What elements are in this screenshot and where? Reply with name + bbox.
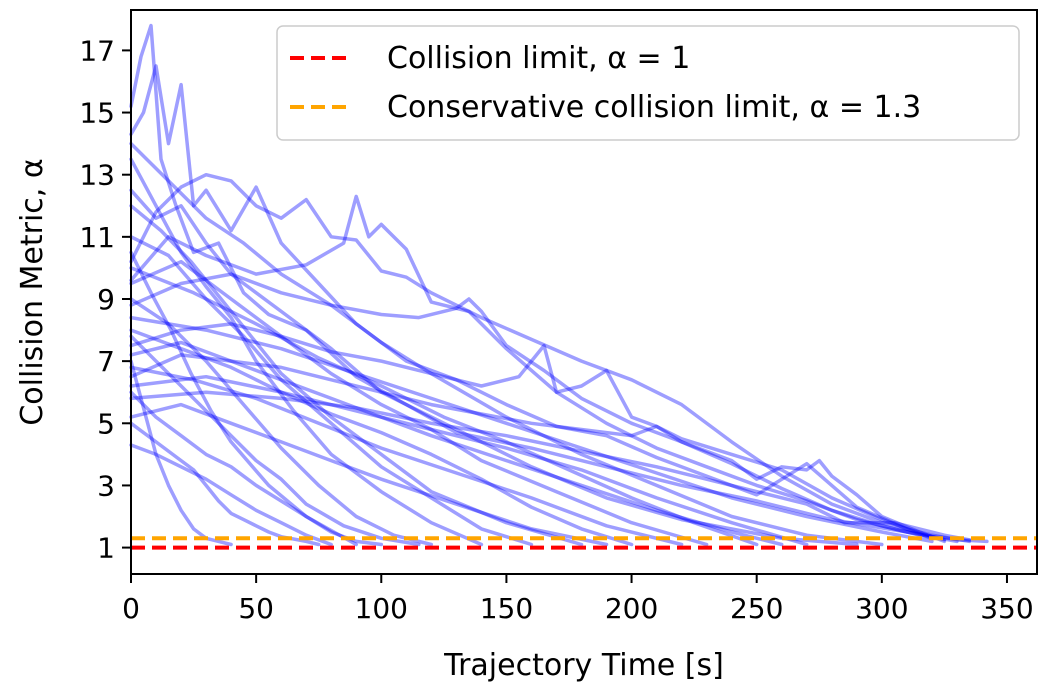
trajectory-line-13 [129,297,434,547]
trajectory-line-11 [129,443,333,547]
trajectory-line-22 [129,402,609,547]
y-tick-label: 7 [97,345,115,378]
x-tick-label: 100 [355,592,408,625]
legend: Collision limit, α = 1 Conservative coll… [276,25,1020,141]
trajectory-line-7 [129,353,947,544]
x-tick-label: 350 [980,592,1033,625]
trajectory-line-24 [129,365,684,547]
trajectory-line-20 [129,334,421,547]
trajectory-line-17 [129,266,759,547]
reference-lines-group [131,536,1037,550]
y-tick-label: 13 [79,159,115,192]
legend-label-collision-limit: Collision limit, α = 1 [387,41,690,76]
trajectory-line-9 [129,359,233,547]
trajectory-line-1 [129,23,989,544]
trajectory-line-8 [129,390,972,542]
trajectory-line-3 [129,172,972,544]
trajectory-series-group [129,23,989,547]
x-tick-label: 300 [855,592,908,625]
y-tick-label: 3 [97,469,115,502]
trajectory-line-15 [129,157,484,547]
x-axis-ticks: 0 50 100 150 200 250 300 350 [122,574,1034,625]
trajectory-line-4 [129,194,959,544]
trajectory-line-21 [129,259,709,547]
x-tick-label: 250 [730,592,783,625]
legend-box [276,25,1020,141]
trajectory-line-18 [129,374,809,547]
y-tick-label: 5 [97,407,115,440]
y-tick-label: 9 [97,283,115,316]
trajectory-line-14 [129,235,534,547]
trajectory-line-27 [129,204,584,547]
trajectory-line-26 [129,250,358,547]
legend-label-conservative-limit: Conservative collision limit, α = 1.3 [387,90,921,125]
x-tick-label: 50 [238,592,274,625]
y-tick-label: 15 [79,97,115,130]
trajectory-line-2 [129,64,947,542]
trajectory-line-23 [129,141,884,547]
y-tick-label: 17 [79,34,115,67]
trajectory-line-19 [129,188,859,547]
trajectory-line-28 [129,340,784,547]
x-tick-label: 200 [605,592,658,625]
x-tick-label: 150 [480,592,533,625]
y-tick-label: 1 [97,532,115,565]
x-axis-title: Trajectory Time [s] [443,648,724,683]
plot-frame [130,9,1038,575]
y-axis-title: Collision Metric, α [15,158,50,425]
y-tick-label: 11 [79,221,115,254]
trajectory-line-16 [129,328,634,547]
trajectory-line-12 [129,390,384,547]
x-tick-label: 0 [122,592,140,625]
trajectory-line-25 [129,315,934,544]
trajectory-line-5 [129,272,934,541]
trajectory-line-6 [129,322,934,541]
